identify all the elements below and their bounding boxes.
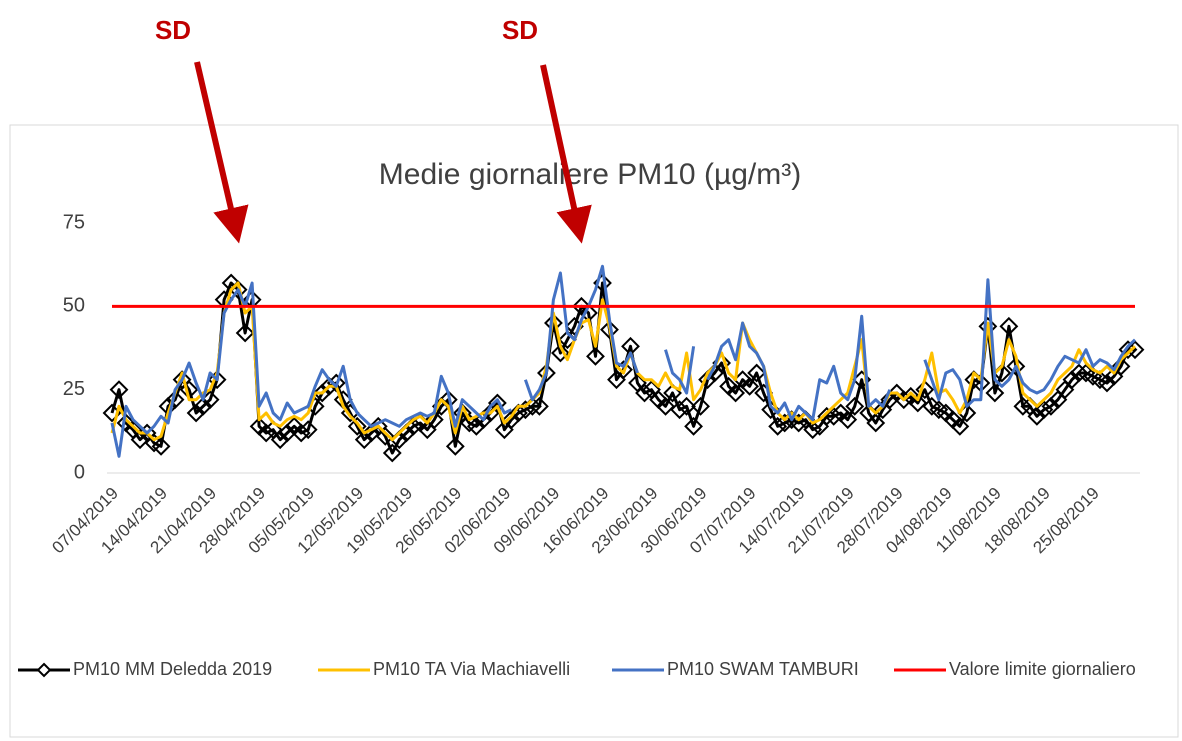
- annotation: SD: [502, 15, 538, 45]
- y-tick-label: 25: [63, 378, 85, 400]
- series-line: [110, 264, 1137, 458]
- data-point: [466, 416, 486, 436]
- annotation: SD: [155, 15, 191, 45]
- data-point: [656, 396, 675, 416]
- data-point: [908, 393, 928, 413]
- legend-label: PM10 TA Via Machiavelli: [373, 659, 570, 679]
- data-point: [109, 380, 129, 400]
- data-point: [530, 396, 549, 416]
- data-point: [382, 443, 402, 463]
- data-point: [501, 410, 521, 430]
- data-point: [151, 436, 171, 456]
- data-point: [277, 423, 297, 443]
- legend-label: PM10 SWAM TAMBURI: [667, 659, 859, 679]
- data-point: [894, 390, 914, 410]
- data-point: [1041, 396, 1061, 416]
- data-point: [740, 376, 760, 396]
- legend-label: PM10 MM Deledda 2019: [73, 659, 272, 679]
- chart-frame: [9, 124, 1179, 738]
- data-point: [270, 430, 290, 450]
- chart-title: Medie giornaliere PM10 (µg/m³): [379, 158, 801, 191]
- data-point: [1062, 370, 1082, 390]
- data-point: [445, 436, 465, 456]
- data-point: [1027, 406, 1047, 426]
- data-point: [1013, 396, 1033, 416]
- legend-marker: [36, 662, 52, 678]
- data-point: [544, 313, 563, 333]
- y-tick-label: 75: [63, 211, 85, 233]
- data-point: [354, 430, 374, 450]
- data-point: [235, 323, 255, 343]
- data-point: [1006, 356, 1026, 376]
- data-point: [1125, 340, 1145, 360]
- data-point: [186, 403, 206, 423]
- data-point: [291, 423, 311, 443]
- data-point: [880, 390, 900, 410]
- series-line: [110, 281, 1137, 442]
- data-point: [193, 396, 213, 416]
- data-point: [508, 403, 528, 423]
- data-point: [698, 370, 717, 390]
- data-point: [1034, 400, 1054, 420]
- data-point: [1069, 363, 1089, 383]
- data-point: [298, 420, 318, 440]
- data-point: [915, 380, 935, 400]
- data-point: [985, 383, 1005, 403]
- data-point: [747, 363, 767, 383]
- annotation-arrow: [194, 61, 249, 244]
- legend-label: Valore limite giornaliero: [949, 659, 1136, 679]
- data-point: [845, 396, 865, 416]
- y-tick-label: 0: [74, 461, 85, 483]
- data-point: [1097, 373, 1117, 393]
- data-point: [824, 406, 844, 426]
- data-point: [361, 423, 381, 443]
- data-point: [537, 363, 556, 383]
- data-point: [866, 413, 886, 433]
- y-tick-label: 50: [63, 295, 85, 317]
- data-point: [130, 430, 150, 450]
- data-point: [726, 383, 746, 403]
- data-point: [312, 383, 332, 403]
- data-point: [165, 390, 185, 410]
- data-point: [600, 320, 619, 340]
- data-point: [635, 383, 654, 403]
- data-point: [670, 400, 689, 420]
- data-point: [838, 410, 858, 430]
- data-point: [375, 426, 395, 446]
- data-point: [347, 416, 367, 436]
- data-point: [207, 370, 227, 390]
- data-point: [691, 396, 710, 416]
- annotation-arrow: [540, 64, 592, 244]
- data-point: [789, 413, 809, 433]
- data-point: [775, 413, 795, 433]
- data-point: [803, 420, 823, 440]
- data-point: [768, 416, 788, 436]
- data-point: [999, 316, 1019, 336]
- data-point: [551, 343, 570, 363]
- data-point: [950, 416, 970, 436]
- data-point: [677, 396, 696, 416]
- data-point: [256, 423, 276, 443]
- data-point: [684, 416, 703, 436]
- data-point: [487, 393, 507, 413]
- data-point: [586, 346, 605, 366]
